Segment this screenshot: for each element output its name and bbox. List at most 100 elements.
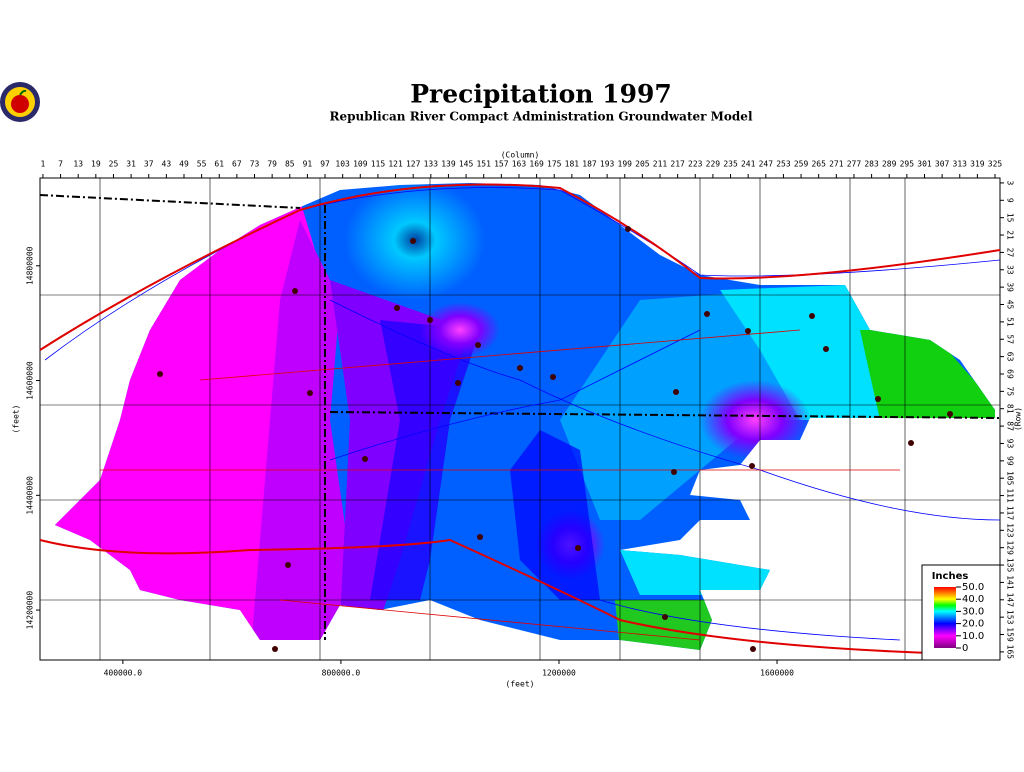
legend-tick-label: 0	[962, 643, 968, 654]
row-axis-label: (Row)	[1014, 407, 1023, 431]
column-tick-label: 283	[864, 160, 879, 169]
column-tick-label: 145	[459, 160, 474, 169]
column-tick-label: 181	[565, 160, 580, 169]
column-tick-label: 109	[353, 160, 368, 169]
x-tick-label: 1200000	[542, 669, 576, 678]
row-tick-label: 153	[1006, 610, 1015, 625]
legend-tick-label: 30.0	[962, 606, 984, 617]
column-tick-label: 67	[232, 160, 242, 169]
y-tick-label: 14800000	[26, 246, 35, 285]
column-tick-label: 175	[547, 160, 562, 169]
column-tick-label: 259	[794, 160, 809, 169]
column-tick-label: 169	[529, 160, 544, 169]
column-tick-label: 97	[320, 160, 330, 169]
column-tick-label: 265	[811, 160, 826, 169]
row-tick-label: 21	[1006, 230, 1015, 240]
column-tick-label: 193	[600, 160, 615, 169]
legend-tick-label: 50.0	[962, 582, 984, 593]
column-tick-label: 199	[618, 160, 633, 169]
subtitle: Republican River Compact Administration …	[329, 110, 752, 124]
column-tick-label: 73	[250, 160, 260, 169]
column-tick-label: 319	[970, 160, 985, 169]
column-tick-label: 25	[109, 160, 119, 169]
column-tick-label: 7	[58, 160, 63, 169]
column-tick-label: 205	[635, 160, 650, 169]
column-tick-label: 1	[41, 160, 46, 169]
y-tick-label: 14200000	[26, 591, 35, 630]
column-tick-label: 139	[441, 160, 456, 169]
column-axis-label: (Column)	[501, 151, 540, 160]
y-axis-label: (feet)	[12, 405, 21, 434]
column-tick-label: 19	[91, 160, 101, 169]
row-tick-label: 117	[1006, 506, 1015, 521]
column-tick-label: 79	[267, 160, 277, 169]
row-tick-label: 33	[1006, 265, 1015, 275]
column-tick-label: 37	[144, 160, 154, 169]
roads	[39, 183, 1001, 656]
column-tick-label: 55	[197, 160, 207, 169]
column-tick-label: 277	[847, 160, 862, 169]
column-tick-label: 13	[73, 160, 83, 169]
row-tick-label: 141	[1006, 575, 1015, 590]
logo	[0, 82, 40, 122]
row-tick-label: 15	[1006, 213, 1015, 223]
column-tick-label: 247	[759, 160, 774, 169]
row-tick-label: 75	[1006, 387, 1015, 397]
legend-title: Inches	[932, 571, 969, 582]
legend-tick-label: 20.0	[962, 619, 984, 630]
county-grid	[40, 178, 1000, 660]
column-tick-label: 115	[371, 160, 386, 169]
x-tick-label: 1600000	[760, 669, 794, 678]
column-tick-label: 91	[303, 160, 313, 169]
row-tick-label: 81	[1006, 404, 1015, 414]
row-tick-label: 165	[1006, 645, 1015, 660]
column-tick-label: 217	[670, 160, 685, 169]
column-tick-label: 235	[723, 160, 738, 169]
column-tick-label: 61	[214, 160, 224, 169]
row-tick-label: 147	[1006, 593, 1015, 608]
column-tick-label: 301	[917, 160, 932, 169]
column-tick-label: 151	[476, 160, 491, 169]
row-tick-label: 27	[1006, 248, 1015, 258]
row-tick-label: 45	[1006, 300, 1015, 310]
row-tick-label: 57	[1006, 334, 1015, 344]
column-tick-label: 325	[988, 160, 1003, 169]
column-tick-label: 187	[582, 160, 597, 169]
column-tick-label: 253	[776, 160, 791, 169]
y-tick-label: 14400000	[26, 476, 35, 515]
legend-colorbar	[934, 587, 956, 648]
row-tick-label: 111	[1006, 488, 1015, 503]
column-tick-label: 121	[388, 160, 403, 169]
row-tick-label: 3	[1006, 181, 1015, 186]
column-tick-label: 307	[935, 160, 950, 169]
row-tick-label: 93	[1006, 439, 1015, 449]
row-tick-label: 87	[1006, 421, 1015, 431]
row-tick-label: 105	[1006, 471, 1015, 486]
wells	[157, 226, 953, 652]
column-tick-label: 43	[162, 160, 172, 169]
state-borders	[39, 194, 1001, 640]
row-tick-label: 159	[1006, 627, 1015, 642]
title: Precipitation 1997	[410, 80, 672, 109]
y-tick-label: 14600000	[26, 361, 35, 400]
column-tick-label: 223	[688, 160, 703, 169]
row-tick-label: 135	[1006, 558, 1015, 573]
row-tick-label: 39	[1006, 282, 1015, 292]
column-tick-label: 127	[406, 160, 421, 169]
column-tick-label: 163	[512, 160, 527, 169]
row-tick-label: 51	[1006, 317, 1015, 327]
column-tick-label: 103	[335, 160, 350, 169]
column-tick-label: 157	[494, 160, 509, 169]
column-tick-label: 289	[882, 160, 897, 169]
column-tick-label: 229	[706, 160, 721, 169]
x-tick-label: 800000.0	[322, 669, 361, 678]
row-tick-label: 69	[1006, 369, 1015, 379]
column-tick-label: 211	[653, 160, 668, 169]
column-tick-label: 133	[424, 160, 439, 169]
column-tick-label: 295	[900, 160, 915, 169]
column-tick-label: 313	[953, 160, 968, 169]
x-axis-label: (feet)	[506, 680, 535, 689]
x-tick-label: 400000.0	[104, 669, 143, 678]
